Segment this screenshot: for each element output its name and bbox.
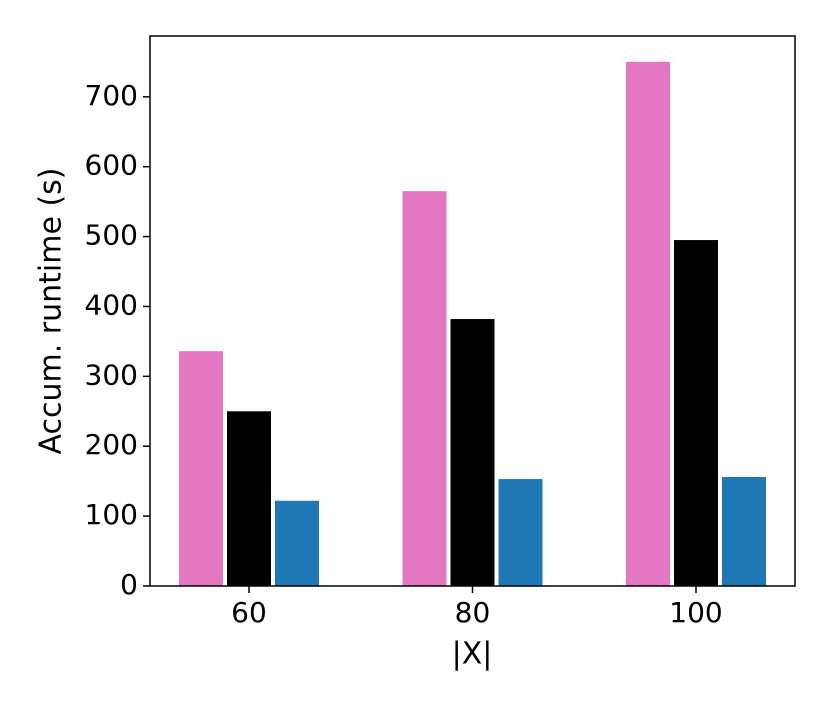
y-tick-label: 100 [85, 498, 138, 531]
bar [450, 319, 495, 586]
bar [402, 191, 447, 586]
y-axis-label: Accum. runtime (s) [34, 167, 69, 454]
plot-frame [149, 35, 796, 587]
y-tick-label: 400 [85, 288, 138, 321]
y-tick-label: 500 [85, 219, 138, 252]
bar [275, 500, 319, 586]
bar [498, 479, 543, 586]
x-tick-label: 100 [669, 596, 722, 629]
bar [227, 411, 271, 586]
bar [179, 351, 223, 586]
bar [722, 476, 766, 586]
bar [626, 61, 670, 587]
y-tick-label: 600 [85, 149, 138, 182]
x-tick-label: 80 [455, 596, 491, 629]
x-tick-label: 60 [231, 596, 267, 629]
bar [674, 240, 718, 586]
y-tick-label: 300 [85, 358, 138, 391]
y-tick-label: 200 [85, 428, 138, 461]
x-axis-label: |X| [452, 637, 493, 672]
y-tick-label: 0 [120, 568, 138, 601]
y-tick-label: 700 [85, 79, 138, 112]
